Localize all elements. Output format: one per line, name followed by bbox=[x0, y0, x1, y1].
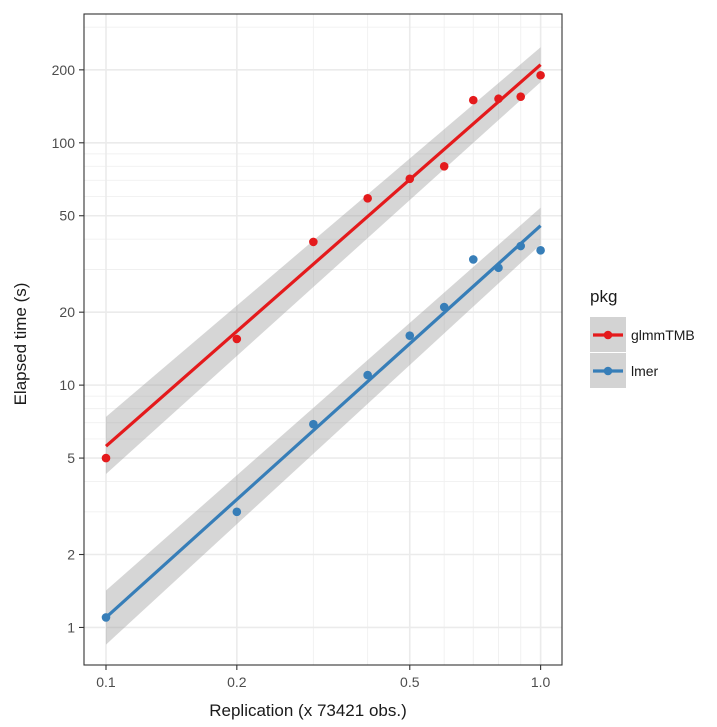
y-tick-label: 100 bbox=[52, 135, 76, 151]
confidence-band-glmmTMB bbox=[105, 47, 541, 474]
x-tick-label: 0.2 bbox=[227, 674, 247, 690]
legend-label: glmmTMB bbox=[631, 327, 695, 343]
legend-key-point bbox=[603, 366, 613, 376]
legend-title: pkg bbox=[590, 287, 617, 306]
data-points bbox=[101, 70, 545, 622]
data-point-lmer bbox=[439, 302, 449, 312]
y-axis: 1 2 5 10 20 50 100 200 bbox=[52, 62, 84, 635]
data-point-glmmTMB bbox=[405, 174, 415, 184]
confidence-band-lmer bbox=[105, 207, 541, 645]
y-tick-label: 50 bbox=[59, 208, 75, 224]
y-tick-label: 2 bbox=[67, 547, 75, 563]
data-point-lmer bbox=[101, 613, 111, 622]
data-point-lmer bbox=[494, 263, 503, 273]
data-point-lmer bbox=[232, 507, 242, 517]
data-point-glmmTMB bbox=[536, 70, 545, 80]
data-point-glmmTMB bbox=[516, 92, 526, 101]
data-point-glmmTMB bbox=[363, 194, 372, 203]
x-tick-label: 0.5 bbox=[400, 674, 420, 690]
panel-border bbox=[83, 13, 563, 666]
x-tick-label: 0.1 bbox=[96, 674, 116, 690]
data-point-glmmTMB bbox=[494, 94, 503, 104]
legend-label: lmer bbox=[631, 363, 659, 379]
y-tick-label: 1 bbox=[67, 619, 75, 635]
fit-lines bbox=[104, 63, 542, 619]
data-point-glmmTMB bbox=[468, 95, 478, 105]
y-tick-label: 5 bbox=[67, 450, 75, 466]
data-point-glmmTMB bbox=[232, 334, 242, 344]
data-point-lmer bbox=[516, 241, 526, 251]
data-point-glmmTMB bbox=[101, 453, 111, 463]
plot-area bbox=[83, 13, 563, 666]
y-tick-label: 10 bbox=[59, 377, 75, 393]
fit-line-lmer bbox=[104, 224, 542, 619]
data-point-glmmTMB bbox=[439, 161, 449, 171]
legend: pkg glmmTMB lmer bbox=[590, 287, 695, 388]
data-point-lmer bbox=[363, 370, 372, 380]
legend-items: glmmTMB lmer bbox=[590, 317, 695, 388]
data-point-lmer bbox=[309, 419, 318, 429]
y-tick-label: 20 bbox=[59, 304, 75, 320]
data-point-glmmTMB bbox=[309, 237, 318, 247]
x-tick-label: 1.0 bbox=[531, 674, 551, 690]
x-axis-title: Replication (x 73421 obs.) bbox=[209, 701, 407, 720]
data-point-lmer bbox=[536, 246, 545, 255]
y-axis-title: Elapsed time (s) bbox=[11, 283, 30, 406]
x-axis: 0.1 0.2 0.5 1.0 bbox=[96, 665, 551, 690]
legend-key-point bbox=[603, 330, 613, 340]
y-tick-label: 200 bbox=[52, 62, 76, 78]
data-point-lmer bbox=[468, 255, 478, 264]
data-point-lmer bbox=[405, 331, 415, 340]
confidence-ribbons bbox=[105, 47, 541, 645]
fit-line-glmmTMB bbox=[104, 63, 542, 448]
